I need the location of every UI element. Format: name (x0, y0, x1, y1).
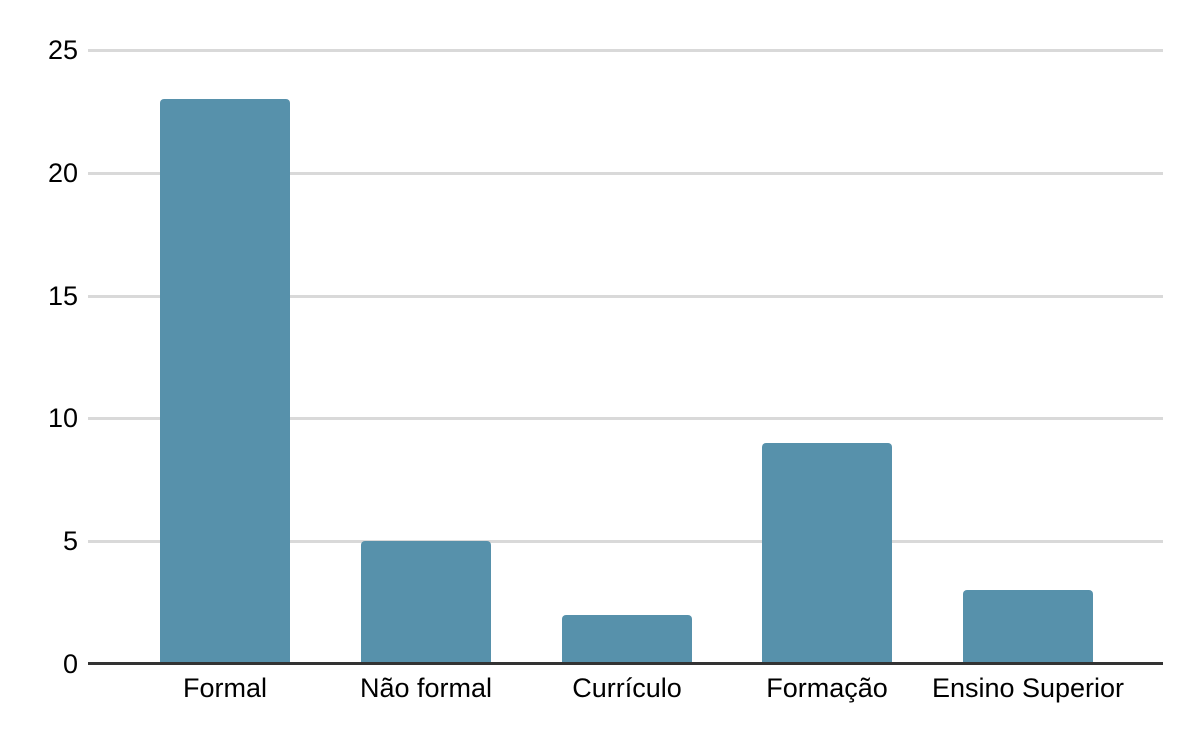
bar-nao-formal (361, 541, 491, 664)
y-axis-tick-label-10: 10 (47, 403, 78, 433)
y-axis-tick-label-25: 25 (47, 35, 78, 65)
x-axis-line (88, 662, 1163, 665)
x-axis-category-label-formacao: Formação (766, 673, 888, 703)
y-axis-tick-label-20: 20 (47, 158, 78, 188)
gridline-5 (88, 540, 1163, 543)
x-axis-category-label-ensino-superior: Ensino Superior (931, 673, 1125, 703)
y-axis-tick-label-15: 15 (47, 281, 78, 311)
gridline-25 (88, 49, 1163, 52)
gridline-10 (88, 417, 1163, 420)
x-axis-category-label-nao-formal: Não formal (359, 673, 493, 703)
y-axis-tick-label-0: 0 (62, 649, 78, 679)
bar-ensino-superior (963, 590, 1093, 664)
x-axis-category-label-curriculo: Currículo (572, 673, 682, 703)
gridline-15 (88, 295, 1163, 298)
y-axis-tick-label-5: 5 (62, 526, 78, 556)
bar-formacao (762, 443, 892, 664)
bar-curriculo (562, 615, 692, 664)
x-axis-category-label-formal: Formal (182, 673, 267, 703)
gridline-20 (88, 172, 1163, 175)
bar-formal (160, 99, 290, 664)
